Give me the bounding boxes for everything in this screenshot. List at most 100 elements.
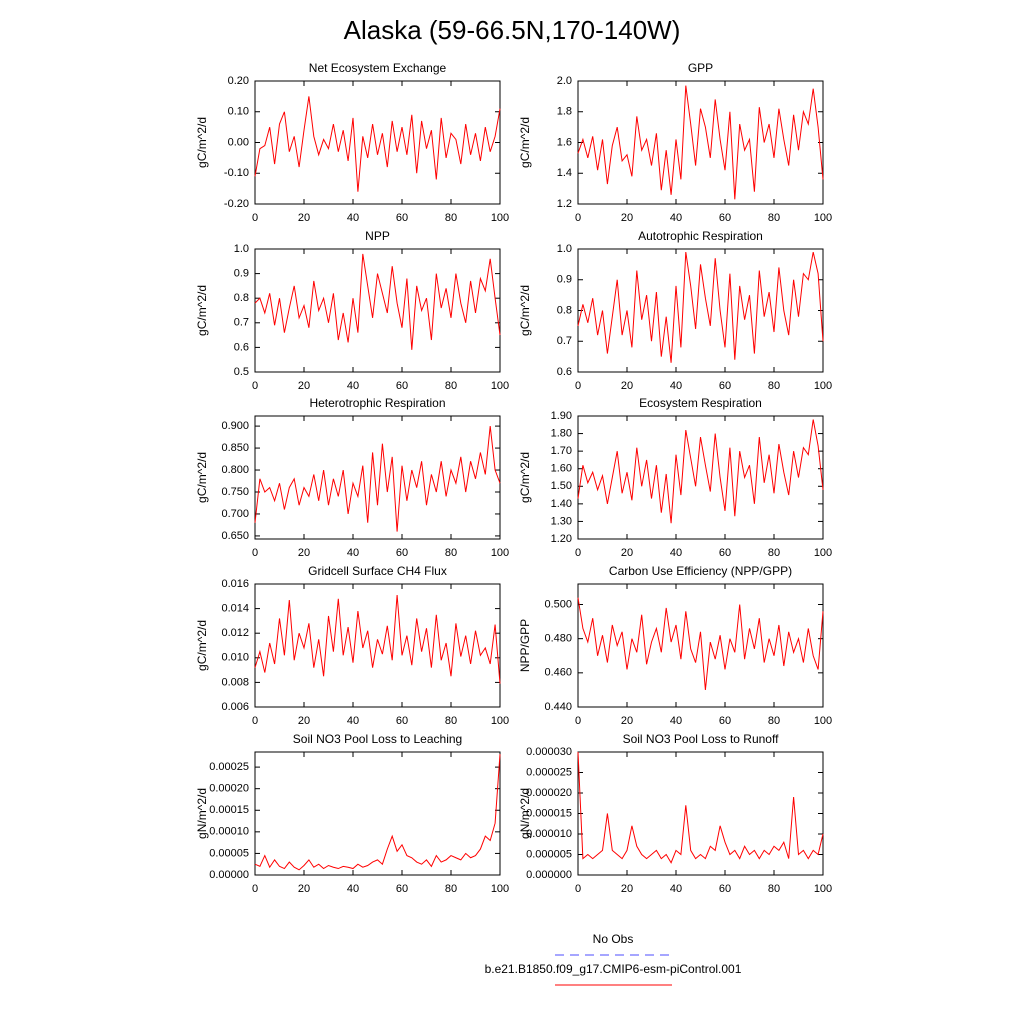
y-axis-label: gC/m^2/d [195, 117, 209, 168]
panel-title: Gridcell Surface CH4 Flux [308, 564, 447, 578]
y-tick-label: 2.0 [557, 75, 572, 87]
x-tick-label: 80 [768, 547, 780, 559]
x-tick-label: 40 [347, 547, 359, 559]
x-tick-label: 0 [252, 715, 258, 727]
plot-frame [577, 415, 824, 540]
x-tick-label: 100 [814, 883, 832, 895]
y-tick-label: 0.000000 [526, 869, 572, 881]
y-tick-label: 0.00010 [209, 826, 249, 838]
y-tick-label: 1.60 [551, 463, 572, 475]
legend-label: b.e21.B1850.f09_g17.CMIP6-esm-piControl.… [485, 962, 742, 976]
x-tick-label: 60 [396, 883, 408, 895]
panel-title: Carbon Use Efficiency (NPP/GPP) [609, 564, 792, 578]
y-axis-label: gC/m^2/d [195, 285, 209, 336]
y-tick-label: 0.000020 [526, 787, 572, 799]
data-line [254, 426, 501, 532]
x-tick-label: 0 [575, 883, 581, 895]
data-line [254, 754, 501, 871]
y-tick-label: 0.850 [221, 442, 249, 454]
x-tick-label: 20 [298, 715, 310, 727]
y-tick-label: 0.00015 [209, 804, 249, 816]
x-tick-label: 40 [670, 547, 682, 559]
y-axis-label: gN/m^2/d [518, 788, 532, 839]
x-tick-label: 60 [719, 715, 731, 727]
x-tick-label: 40 [347, 380, 359, 392]
x-tick-label: 80 [445, 715, 457, 727]
x-tick-label: 60 [396, 715, 408, 727]
y-tick-label: 0.6 [234, 341, 249, 353]
x-tick-label: 40 [347, 715, 359, 727]
y-tick-label: 0.440 [544, 701, 572, 713]
y-axis-label: gC/m^2/d [518, 117, 532, 168]
y-axis-label: gC/m^2/d [195, 452, 209, 503]
x-tick-label: 80 [445, 547, 457, 559]
plot-frame [254, 751, 501, 876]
y-axis-label: NPP/GPP [518, 619, 532, 672]
x-tick-label: 0 [252, 883, 258, 895]
x-tick-label: 60 [719, 380, 731, 392]
legend-label: No Obs [593, 932, 634, 946]
x-tick-label: 100 [491, 547, 509, 559]
x-tick-label: 100 [814, 547, 832, 559]
panel-title: NPP [365, 229, 390, 243]
panel-title: Ecosystem Respiration [639, 396, 762, 410]
y-tick-label: 1.2 [557, 198, 572, 210]
y-tick-label: 0.7 [557, 335, 572, 347]
data-line [254, 96, 501, 192]
x-tick-label: 80 [768, 883, 780, 895]
y-tick-label: 0.800 [221, 464, 249, 476]
y-tick-label: 0.6 [557, 366, 572, 378]
y-axis-label: gN/m^2/d [195, 788, 209, 839]
x-tick-label: 40 [347, 883, 359, 895]
plot-frame [254, 583, 501, 708]
y-tick-label: 1.4 [557, 167, 572, 179]
y-tick-label: 0.900 [221, 420, 249, 432]
y-axis-label: gC/m^2/d [518, 452, 532, 503]
panel-title: Autotrophic Respiration [638, 229, 763, 243]
x-tick-label: 100 [491, 883, 509, 895]
x-tick-label: 80 [768, 380, 780, 392]
y-tick-label: 0.008 [221, 676, 249, 688]
y-tick-label: 0.8 [234, 292, 249, 304]
y-tick-label: 0.014 [221, 603, 249, 615]
y-tick-label: 0.000015 [526, 807, 572, 819]
x-tick-label: 60 [719, 547, 731, 559]
y-tick-label: 0.006 [221, 701, 249, 713]
y-tick-label: 0.000025 [526, 766, 572, 778]
x-tick-label: 0 [575, 212, 581, 224]
plot-frame [577, 751, 824, 876]
y-tick-label: 0.012 [221, 627, 249, 639]
y-tick-label: 0.8 [557, 304, 572, 316]
x-tick-label: 80 [768, 212, 780, 224]
x-tick-label: 80 [445, 380, 457, 392]
x-tick-label: 40 [670, 380, 682, 392]
y-tick-label: 0.00025 [209, 761, 249, 773]
data-line [577, 751, 824, 864]
y-tick-label: 0.460 [544, 667, 572, 679]
y-tick-label: -0.10 [224, 167, 249, 179]
y-tick-label: 0.00000 [209, 869, 249, 881]
data-line [577, 251, 824, 363]
y-tick-label: 1.6 [557, 136, 572, 148]
x-tick-label: 100 [814, 380, 832, 392]
y-tick-label: 1.8 [557, 106, 572, 118]
x-tick-label: 100 [491, 212, 509, 224]
x-tick-label: 20 [621, 212, 633, 224]
figure-title: Alaska (59-66.5N,170-140W) [344, 15, 681, 45]
plot-frame [254, 415, 501, 540]
plot-frame [577, 583, 824, 708]
y-tick-label: 1.0 [557, 243, 572, 255]
y-tick-label: 0.20 [228, 75, 249, 87]
x-tick-label: 40 [670, 715, 682, 727]
x-tick-label: 80 [768, 715, 780, 727]
x-tick-label: 100 [491, 380, 509, 392]
x-tick-label: 20 [298, 212, 310, 224]
x-tick-label: 80 [445, 212, 457, 224]
y-tick-label: 0.000005 [526, 848, 572, 860]
y-tick-label: 1.0 [234, 243, 249, 255]
panel-title: Soil NO3 Pool Loss to Leaching [293, 732, 462, 746]
panel-title: Soil NO3 Pool Loss to Runoff [623, 732, 780, 746]
x-tick-label: 0 [252, 380, 258, 392]
y-tick-label: 1.20 [551, 533, 572, 545]
